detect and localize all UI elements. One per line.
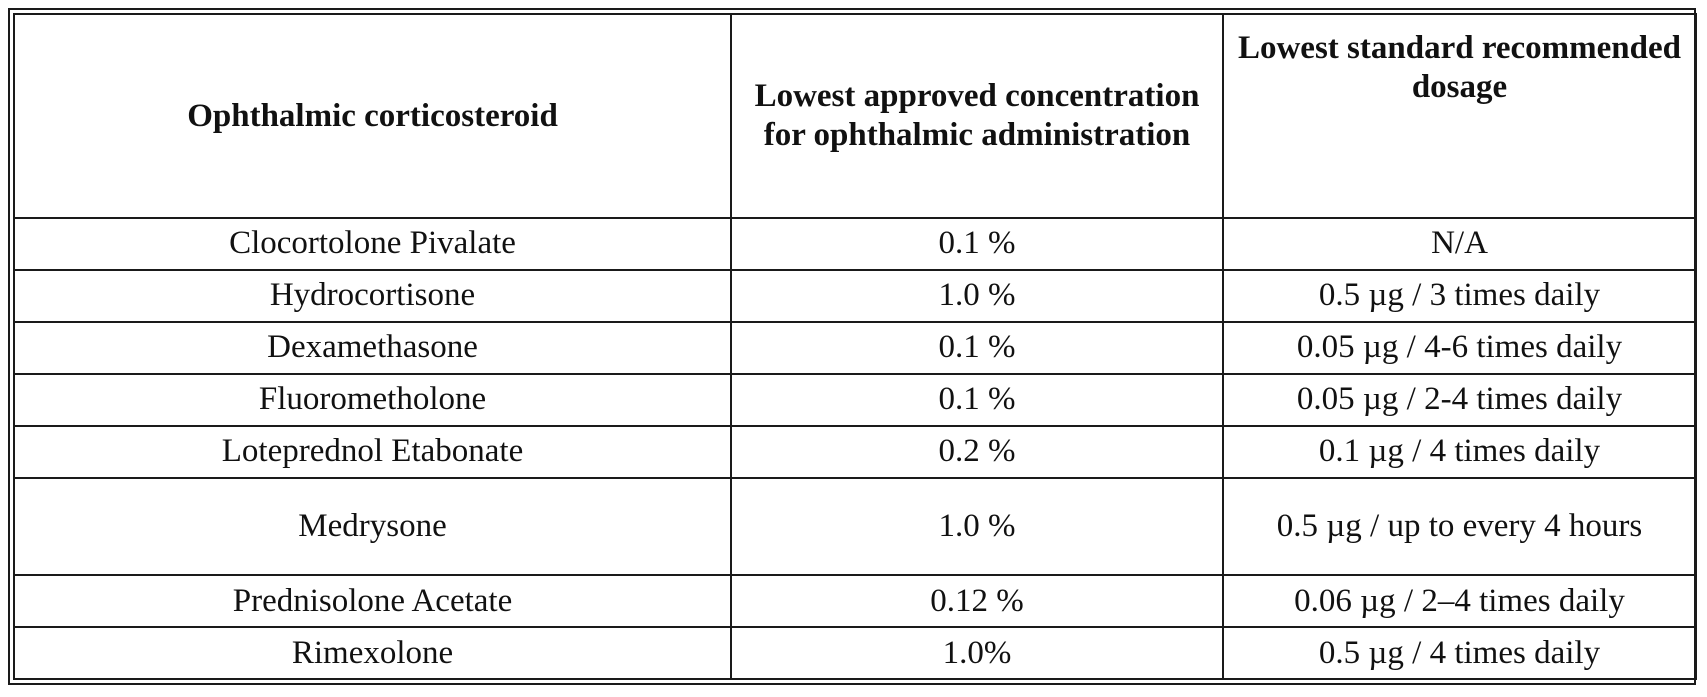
cell-corticosteroid: Clocortolone Pivalate xyxy=(14,218,731,270)
cell-dosage: 0.5 µg / 4 times daily xyxy=(1223,627,1696,679)
cell-corticosteroid: Rimexolone xyxy=(14,627,731,679)
table-row: Loteprednol Etabonate 0.2 % 0.1 µg / 4 t… xyxy=(14,426,1696,478)
table-row: Medrysone 1.0 % 0.5 µg / up to every 4 h… xyxy=(14,478,1696,576)
cell-dosage: N/A xyxy=(1223,218,1696,270)
cell-corticosteroid: Prednisolone Acetate xyxy=(14,575,731,627)
cell-corticosteroid: Dexamethasone xyxy=(14,322,731,374)
cell-corticosteroid: Loteprednol Etabonate xyxy=(14,426,731,478)
cell-concentration: 1.0 % xyxy=(731,270,1223,322)
header-corticosteroid: Ophthalmic corticosteroid xyxy=(14,14,731,218)
table-row: Dexamethasone 0.1 % 0.05 µg / 4-6 times … xyxy=(14,322,1696,374)
table-header-row: Ophthalmic corticosteroid Lowest approve… xyxy=(14,14,1696,218)
cell-concentration: 0.12 % xyxy=(731,575,1223,627)
cell-dosage: 0.05 µg / 4-6 times daily xyxy=(1223,322,1696,374)
table-row: Rimexolone 1.0% 0.5 µg / 4 times daily xyxy=(14,627,1696,679)
cell-corticosteroid: Medrysone xyxy=(14,478,731,576)
cell-concentration: 0.2 % xyxy=(731,426,1223,478)
cell-concentration: 1.0 % xyxy=(731,478,1223,576)
table-row: Fluorometholone 0.1 % 0.05 µg / 2-4 time… xyxy=(14,374,1696,426)
table-row: Prednisolone Acetate 0.12 % 0.06 µg / 2–… xyxy=(14,575,1696,627)
header-lowest-dosage: Lowest standard recommended dosage xyxy=(1223,14,1696,218)
corticosteroid-table-frame: Ophthalmic corticosteroid Lowest approve… xyxy=(8,8,1696,685)
cell-dosage: 0.5 µg / 3 times daily xyxy=(1223,270,1696,322)
cell-dosage: 0.1 µg / 4 times daily xyxy=(1223,426,1696,478)
cell-concentration: 0.1 % xyxy=(731,322,1223,374)
table-row: Hydrocortisone 1.0 % 0.5 µg / 3 times da… xyxy=(14,270,1696,322)
cell-corticosteroid: Fluorometholone xyxy=(14,374,731,426)
cell-dosage: 0.05 µg / 2-4 times daily xyxy=(1223,374,1696,426)
cell-dosage: 0.06 µg / 2–4 times daily xyxy=(1223,575,1696,627)
header-lowest-concentration: Lowest approved concentration for ophtha… xyxy=(731,14,1223,218)
cell-dosage: 0.5 µg / up to every 4 hours xyxy=(1223,478,1696,576)
table-row: Clocortolone Pivalate 0.1 % N/A xyxy=(14,218,1696,270)
cell-corticosteroid: Hydrocortisone xyxy=(14,270,731,322)
corticosteroid-table: Ophthalmic corticosteroid Lowest approve… xyxy=(13,13,1697,680)
cell-concentration: 1.0% xyxy=(731,627,1223,679)
cell-concentration: 0.1 % xyxy=(731,218,1223,270)
cell-concentration: 0.1 % xyxy=(731,374,1223,426)
